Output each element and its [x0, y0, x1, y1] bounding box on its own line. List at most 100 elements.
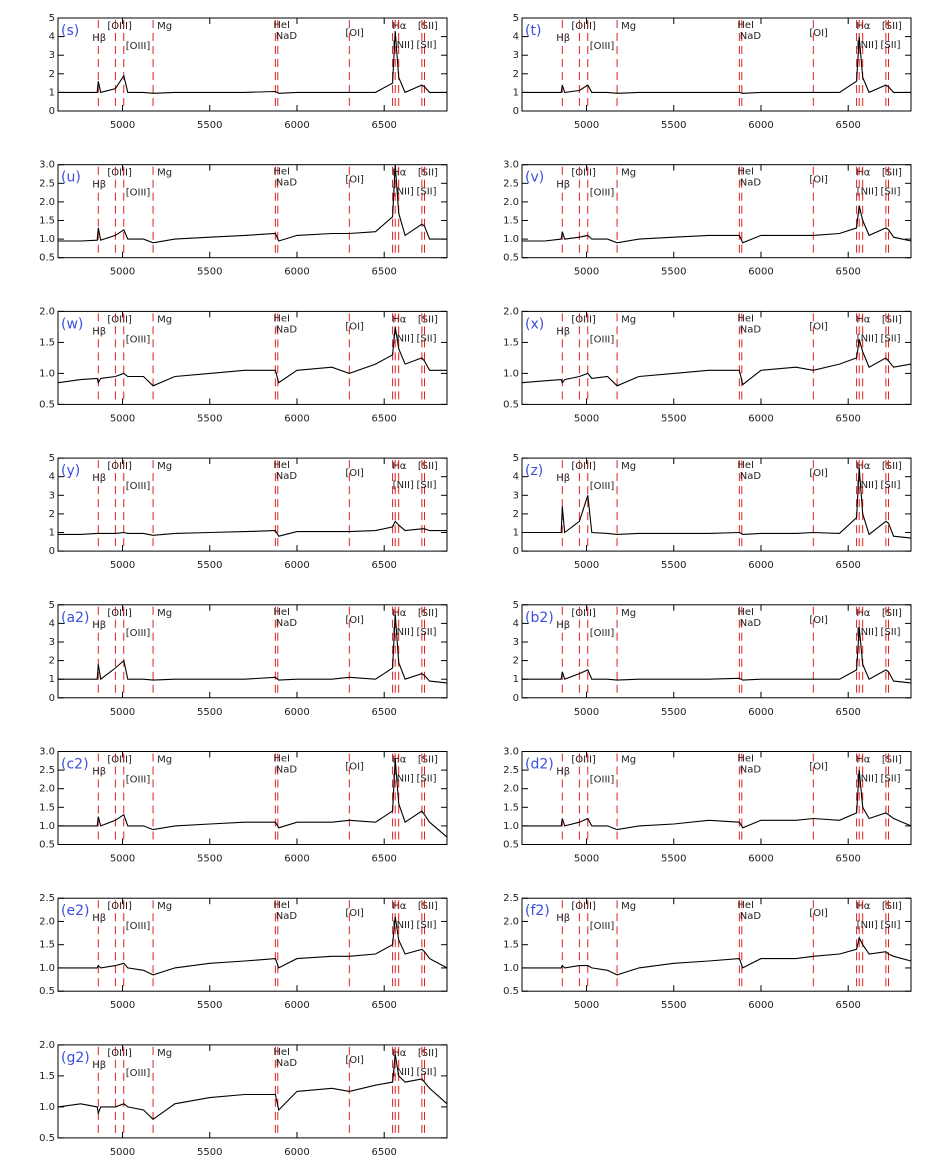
y-tick-label: 2 [49, 69, 55, 80]
line-label: [SII] [418, 1048, 438, 1059]
line-label: [OI] [809, 615, 828, 626]
y-tick-label: 1.0 [39, 963, 55, 974]
line-label: Hβ [556, 33, 570, 44]
y-tick-label: 2.0 [503, 306, 519, 317]
y-tick-label: 1.5 [39, 1071, 55, 1082]
line-label: NaD [276, 31, 298, 42]
line-label: [NII] [857, 774, 878, 785]
y-tick-label: 4 [513, 32, 519, 43]
x-tick-label: 6500 [835, 1000, 860, 1011]
line-label: Hα [392, 901, 407, 912]
y-tick-label: 0.5 [503, 253, 519, 264]
y-tick-label: 3 [513, 490, 519, 501]
x-tick-label: 5500 [197, 707, 222, 718]
line-label: [OI] [345, 908, 364, 919]
line-label: Hα [392, 755, 407, 766]
line-label: [OIII] [126, 481, 151, 492]
line-label: [OIII] [107, 21, 132, 32]
line-label: [OIII] [590, 41, 615, 52]
y-tick-label: 1.5 [503, 216, 519, 227]
x-tick-label: 6000 [284, 1147, 309, 1158]
y-tick-label: 2.5 [503, 178, 519, 189]
line-label: NaD [276, 324, 298, 335]
line-label: HeI [273, 1047, 290, 1058]
line-label: Mg [157, 168, 172, 179]
line-label: [SII] [880, 480, 900, 491]
x-tick-label: 5000 [574, 413, 599, 424]
line-label: [OIII] [107, 755, 132, 766]
x-tick-label: 5000 [574, 1000, 599, 1011]
panel-label: (c2) [61, 757, 89, 773]
line-label: NaD [276, 178, 298, 189]
x-tick-label: 6500 [835, 120, 860, 131]
line-label: HeI [737, 460, 754, 471]
line-label: NaD [740, 324, 762, 335]
line-label: Mg [621, 901, 636, 912]
panel-label: (s) [61, 23, 79, 39]
line-label: [OIII] [126, 41, 151, 52]
y-tick-label: 1.5 [39, 802, 55, 813]
y-tick-label: 2.0 [39, 1040, 55, 1051]
y-tick-label: 2 [49, 509, 55, 520]
y-tick-label: 0 [49, 546, 55, 557]
x-tick-label: 5500 [661, 120, 686, 131]
y-tick-label: 0.5 [39, 1133, 55, 1144]
spectrum [57, 326, 447, 387]
plot-frame [521, 17, 912, 112]
x-tick-label: 5500 [661, 1000, 686, 1011]
line-label: [SII] [418, 608, 438, 619]
line-label: [OIII] [571, 901, 596, 912]
line-label: [NII] [393, 187, 414, 198]
line-label: [OI] [345, 175, 364, 186]
line-label: Hα [856, 608, 871, 619]
x-tick-label: 6000 [748, 560, 773, 571]
line-label: Mg [157, 314, 172, 325]
line-label: Mg [157, 1048, 172, 1059]
y-tick-label: 1.5 [39, 940, 55, 951]
line-label: [OIII] [590, 188, 615, 199]
x-tick-label: 5500 [197, 413, 222, 424]
y-tick-label: 3 [49, 490, 55, 501]
x-tick-label: 5000 [574, 267, 599, 278]
x-tick-label: 6500 [371, 560, 396, 571]
y-tick-label: 2.0 [503, 197, 519, 208]
line-label: [OI] [809, 28, 828, 39]
x-tick-label: 6000 [748, 1000, 773, 1011]
line-label: NaD [740, 911, 762, 922]
y-tick-label: 4 [49, 618, 55, 629]
y-tick-label: 2 [513, 509, 519, 520]
line-label: HeI [273, 900, 290, 911]
line-label: [OIII] [590, 921, 615, 932]
plot-frame [521, 164, 912, 259]
line-label: Hβ [92, 473, 106, 484]
line-label: NaD [276, 1058, 298, 1069]
y-tick-label: 1.0 [503, 963, 519, 974]
y-tick-label: 2.0 [39, 916, 55, 927]
x-tick-label: 6500 [835, 854, 860, 865]
line-label: Hβ [92, 620, 106, 631]
line-label: [OI] [345, 28, 364, 39]
line-label: Hα [392, 21, 407, 32]
line-label: [SII] [882, 461, 902, 472]
y-tick-label: 2.0 [503, 784, 519, 795]
y-tick-label: 5 [49, 453, 55, 464]
line-label: [OI] [345, 762, 364, 773]
spectrum [58, 916, 448, 976]
panel-label: (v) [525, 170, 544, 186]
panel-label: (f2) [525, 903, 550, 919]
line-label: [OIII] [571, 755, 596, 766]
line-label: NaD [740, 471, 762, 482]
line-label: NaD [740, 178, 762, 189]
y-tick-label: 2.5 [39, 893, 55, 904]
line-label: [SII] [880, 627, 900, 638]
line-label: [OI] [345, 1055, 364, 1066]
line-label: HeI [737, 607, 754, 618]
x-tick-label: 5500 [661, 413, 686, 424]
line-label: [OIII] [107, 168, 132, 179]
y-tick-label: 2 [513, 656, 519, 667]
x-tick-label: 6000 [284, 707, 309, 718]
line-label: [SII] [882, 21, 902, 32]
panel-label: (t) [525, 23, 541, 39]
x-tick-label: 6500 [371, 707, 396, 718]
spectrum [57, 1054, 448, 1121]
